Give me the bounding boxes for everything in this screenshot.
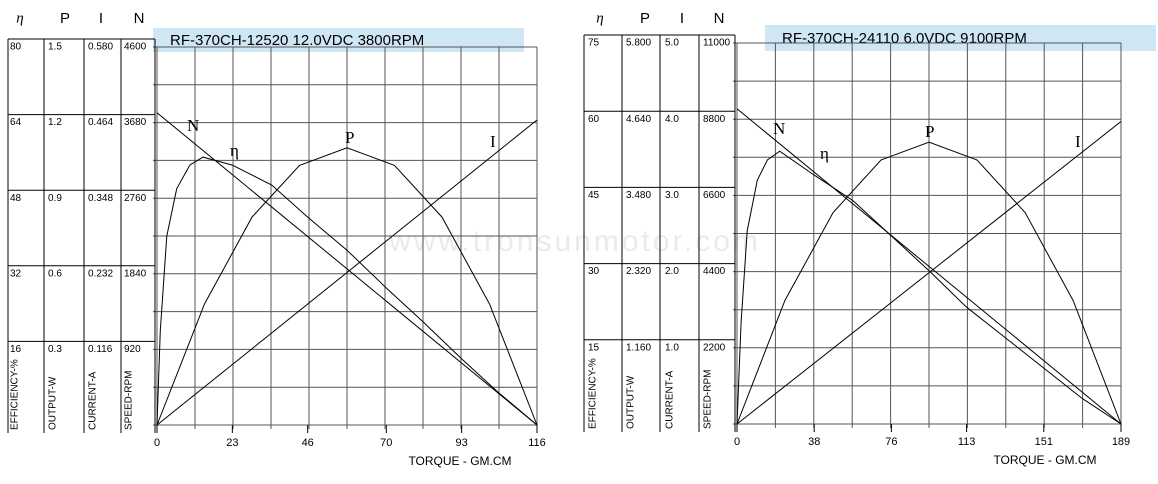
axis-symbol: I <box>99 10 103 27</box>
y-tick-label: 1.5 <box>48 42 62 53</box>
y-tick-label: 3680 <box>124 117 147 128</box>
axis-symbol: η <box>596 10 603 26</box>
chart: RF-370CH-24110 6.0VDC 9100RPM η EFFICIENCY… <box>583 10 1156 467</box>
x-tick-label: 38 <box>808 436 820 448</box>
x-tick-label: 93 <box>456 437 468 449</box>
y-tick-label: 5.0 <box>665 38 679 49</box>
curve-label: N <box>187 116 199 135</box>
y-tick-label: 32 <box>10 268 22 279</box>
x-tick-label: 46 <box>302 437 314 449</box>
y-tick-label: 48 <box>10 193 22 204</box>
y-tick-label: 4.640 <box>626 114 651 125</box>
curve <box>156 119 538 426</box>
chart-title: RF-370CH-24110 6.0VDC 9100RPM <box>782 30 1027 47</box>
curve <box>736 141 1122 425</box>
y-tick-label: 1840 <box>124 268 147 279</box>
y-tick-label: 0.6 <box>48 268 62 279</box>
y-tick-label: 4400 <box>703 266 726 277</box>
axis-title: CURRENT-A <box>665 370 676 429</box>
y-tick-label: 5.800 <box>626 38 651 49</box>
y-tick-label: 80 <box>10 42 22 53</box>
x-axis-label: TORQUE - GM.CM <box>408 454 511 468</box>
x-tick-label: 23 <box>226 437 238 449</box>
axis-title: CURRENT-A <box>88 371 99 430</box>
curve-label: N <box>773 119 785 138</box>
y-tick-label: 0.464 <box>88 117 113 128</box>
y-tick-label: 60 <box>588 114 600 125</box>
curve-label: η <box>820 144 829 163</box>
x-tick-label: 113 <box>958 436 976 448</box>
axis-symbol: P <box>60 10 70 27</box>
y-tick-label: 64 <box>10 117 22 128</box>
y-tick-label: 1.2 <box>48 117 62 128</box>
y-tick-label: 0.3 <box>48 344 62 355</box>
x-axis-label: TORQUE - GM.CM <box>993 453 1096 467</box>
axis-title: SPEED-RPM <box>703 370 714 429</box>
y-tick-label: 0.116 <box>88 344 113 355</box>
y-tick-label: 8800 <box>703 114 726 125</box>
y-tick-label: 2.320 <box>626 266 651 277</box>
axis-title: EFFICIENCY-% <box>10 359 21 430</box>
axis-symbol: I <box>680 10 684 27</box>
y-tick-label: 0.232 <box>88 268 113 279</box>
y-tick-label: 2.0 <box>665 266 679 277</box>
x-tick-label: 116 <box>528 437 546 449</box>
chart-title: RF-370CH-12520 12.0VDC 3800RPM <box>170 32 424 49</box>
curve <box>736 108 1122 425</box>
y-tick-label: 1.0 <box>665 342 679 353</box>
y-tick-label: 920 <box>124 344 141 355</box>
x-tick-label: 0 <box>154 437 160 449</box>
title-box <box>765 25 1156 51</box>
y-tick-label: 1.160 <box>626 342 651 353</box>
y-tick-label: 45 <box>588 190 600 201</box>
y-tick-label: 6600 <box>703 190 726 201</box>
y-tick-label: 15 <box>588 342 600 353</box>
chart: RF-370CH-12520 12.0VDC 3800RPM η EFFICIENC… <box>7 10 546 468</box>
y-tick-label: 16 <box>10 344 22 355</box>
curve <box>156 156 538 426</box>
x-tick-label: 0 <box>734 436 740 448</box>
axis-symbol: N <box>714 10 725 27</box>
curve <box>156 112 538 426</box>
x-tick-label: 189 <box>1112 436 1130 448</box>
axis-title: EFFICIENCY-% <box>588 358 599 429</box>
y-tick-label: 2760 <box>124 193 147 204</box>
y-tick-label: 0.580 <box>88 42 113 53</box>
watermark: www.tronsunmotor.com <box>388 225 761 258</box>
y-tick-label: 75 <box>588 38 600 49</box>
y-tick-label: 3.0 <box>665 190 679 201</box>
y-tick-label: 4600 <box>124 42 147 53</box>
y-tick-label: 3.480 <box>626 190 651 201</box>
curve-label: P <box>345 128 354 147</box>
y-tick-label: 4.0 <box>665 114 679 125</box>
axis-title: OUTPUT-W <box>48 376 59 430</box>
axis-symbol: N <box>134 10 145 27</box>
curve-label: I <box>1075 132 1081 151</box>
y-tick-label: 30 <box>588 266 600 277</box>
x-tick-label: 151 <box>1035 436 1053 448</box>
x-tick-label: 76 <box>885 436 897 448</box>
curve-label: P <box>925 122 934 141</box>
axis-symbol: P <box>640 10 650 27</box>
curve <box>156 147 538 426</box>
y-tick-label: 11000 <box>703 38 731 49</box>
y-tick-label: 0.348 <box>88 193 113 204</box>
y-tick-label: 2200 <box>703 342 726 353</box>
y-tick-label: 0.9 <box>48 193 62 204</box>
curve <box>736 150 1122 425</box>
axis-title: SPEED-RPM <box>124 371 135 430</box>
axis-title: OUTPUT-W <box>626 375 637 429</box>
curve-label: η <box>230 141 239 160</box>
curve-label: I <box>490 132 496 151</box>
charts: RF-370CH-12520 12.0VDC 3800RPM η EFFICIENC… <box>7 10 1156 468</box>
axis-symbol: η <box>16 10 23 26</box>
x-tick-label: 70 <box>380 437 392 449</box>
curve <box>736 121 1122 425</box>
title-box <box>153 28 524 52</box>
